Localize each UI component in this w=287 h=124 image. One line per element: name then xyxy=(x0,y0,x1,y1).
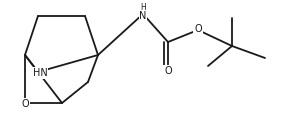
Text: O: O xyxy=(21,99,29,109)
Text: O: O xyxy=(164,66,172,76)
Text: O: O xyxy=(194,24,202,34)
Text: H: H xyxy=(140,2,146,12)
Text: HN: HN xyxy=(33,68,47,78)
Text: N: N xyxy=(139,11,147,21)
